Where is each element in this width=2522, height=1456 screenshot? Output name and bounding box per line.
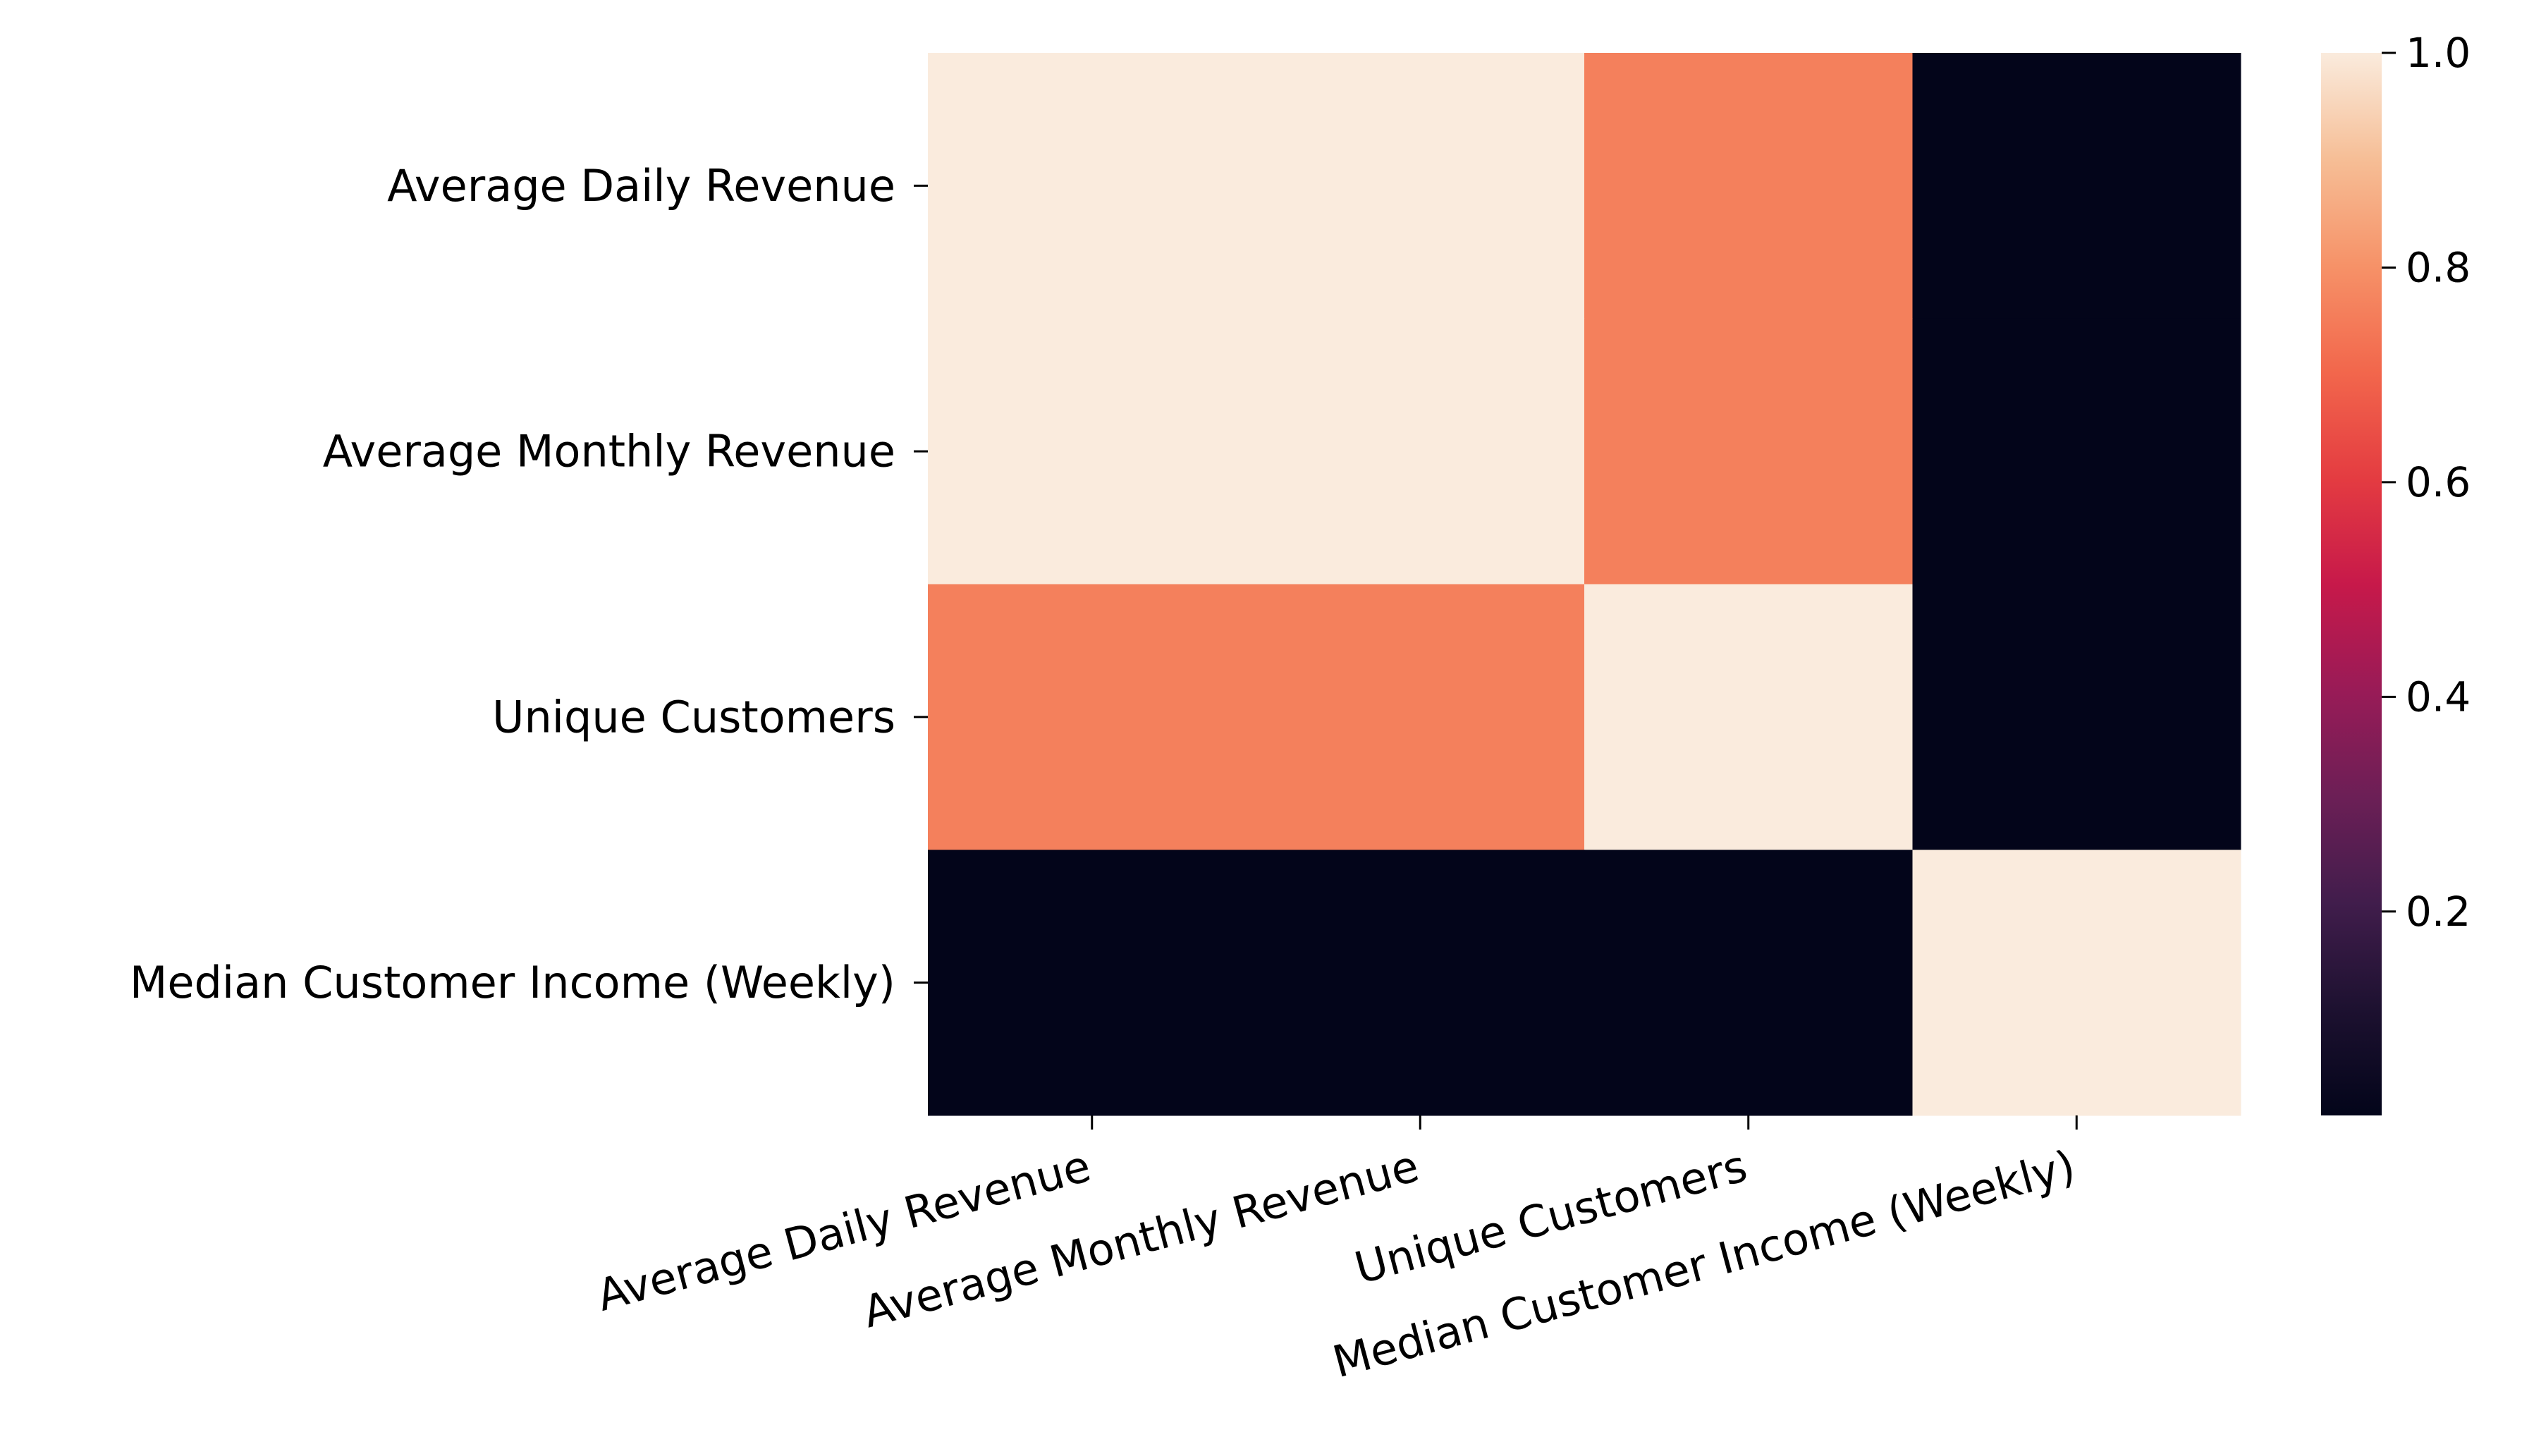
y-tick-label-1: Average Monthly Revenue xyxy=(323,426,895,477)
y-tick-label-0: Average Daily Revenue xyxy=(387,160,895,212)
heatmap-cell-r3-c1 xyxy=(1256,850,1585,1116)
heatmap-cell-r1-c1 xyxy=(1256,318,1585,585)
heatmap-cell-r3-c3 xyxy=(1912,850,2241,1116)
colorbar-tick-label-2: 0.6 xyxy=(2406,458,2471,506)
x-tick-label-1: Average Monthly Revenue xyxy=(857,1140,1424,1338)
heatmap-cells xyxy=(928,53,2241,1116)
heatmap-cell-r0-c1 xyxy=(1256,53,1585,319)
colorbar-gradient xyxy=(2321,53,2382,1115)
heatmap-cell-r3-c0 xyxy=(928,850,1256,1116)
colorbar: 0.2 0.4 0.6 0.8 1.0 xyxy=(2321,29,2471,1115)
heatmap-cell-r1-c3 xyxy=(1912,318,2241,585)
heatmap-cell-r1-c0 xyxy=(928,318,1256,585)
heatmap-cell-r2-c0 xyxy=(928,584,1256,850)
heatmap-cell-r3-c2 xyxy=(1584,850,1913,1116)
colorbar-tick-label-3: 0.8 xyxy=(2406,243,2471,291)
colorbar-tick-label-4: 1.0 xyxy=(2406,29,2471,77)
heatmap-cell-r2-c3 xyxy=(1912,584,2241,850)
heatmap-cell-r0-c2 xyxy=(1584,53,1913,319)
colorbar-tick-label-1: 0.4 xyxy=(2406,673,2471,721)
y-tick-label-3: Median Customer Income (Weekly) xyxy=(130,957,895,1008)
heatmap-cell-r2-c1 xyxy=(1256,584,1585,850)
colorbar-tick-label-0: 0.2 xyxy=(2406,888,2471,936)
heatmap-cell-r0-c3 xyxy=(1912,53,2241,319)
y-axis: Average Daily Revenue Average Monthly Rev… xyxy=(130,160,928,1008)
heatmap-cell-r2-c2 xyxy=(1584,584,1913,850)
heatmap-cell-r0-c0 xyxy=(928,53,1256,319)
heatmap-cell-r1-c2 xyxy=(1584,318,1913,585)
y-tick-label-2: Unique Customers xyxy=(492,691,895,742)
